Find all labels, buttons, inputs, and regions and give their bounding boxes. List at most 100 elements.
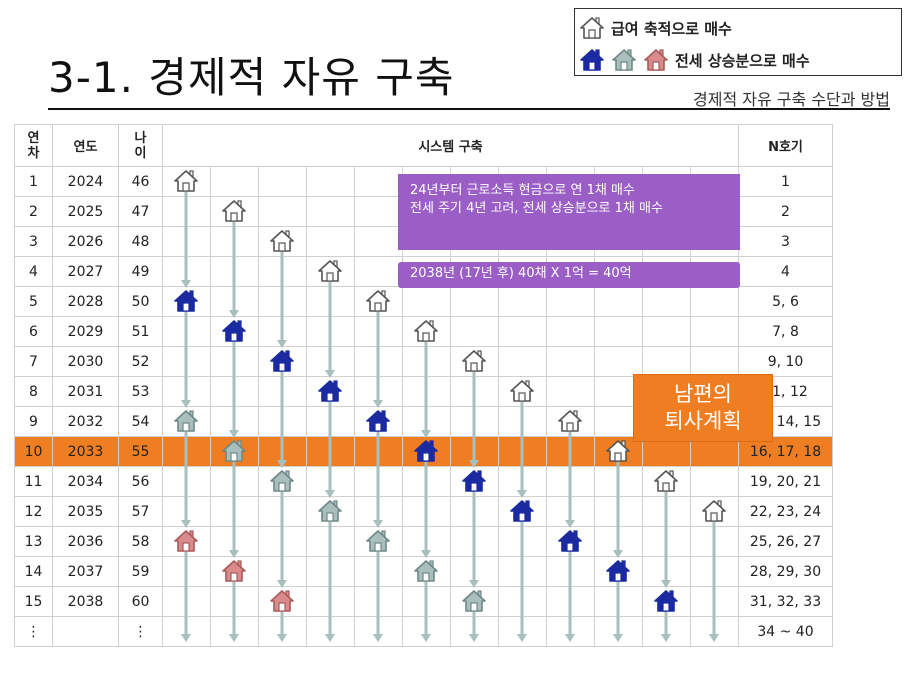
system-cell [306, 406, 355, 437]
row-year-index: 9 [14, 406, 53, 437]
system-cell [306, 616, 355, 647]
system-cell [210, 166, 259, 197]
row-age: 49 [118, 256, 163, 287]
system-cell [210, 406, 259, 437]
system-cell [306, 526, 355, 557]
system-cell [354, 346, 403, 377]
system-cell [210, 346, 259, 377]
system-cell [594, 346, 643, 377]
row-year-index: 4 [14, 256, 53, 287]
system-cell [258, 256, 307, 287]
system-cell [594, 316, 643, 347]
row-count: 25, 26, 27 [738, 526, 833, 557]
row-age: 52 [118, 346, 163, 377]
purchase-note-line1: 24년부터 근로소득 현금으로 연 1채 매수 [410, 183, 635, 198]
system-cell [258, 196, 307, 227]
system-cell [162, 526, 211, 557]
system-cell [402, 556, 451, 587]
row-year: 2035 [52, 496, 119, 527]
system-cell [306, 196, 355, 227]
blue-house-icon [579, 47, 605, 73]
table-row: 5 2028 50 5, 6 [14, 286, 833, 317]
system-cell [258, 436, 307, 467]
system-cell [162, 196, 211, 227]
row-age: 60 [118, 586, 163, 617]
system-cell [354, 496, 403, 527]
system-cell [210, 526, 259, 557]
row-age: 46 [118, 166, 163, 197]
row-count: 9, 10 [738, 346, 833, 377]
system-cell [354, 466, 403, 497]
system-cell [546, 496, 595, 527]
outline-house-icon [579, 15, 605, 41]
page-subtitle: 경제적 자유 구축 수단과 방법 [693, 90, 890, 109]
system-cell [642, 556, 691, 587]
system-cell [546, 316, 595, 347]
system-cell [594, 496, 643, 527]
system-cell [498, 286, 547, 317]
system-cell [306, 586, 355, 617]
legend-box: 급여 축적으로 매수 전세 상승분으로 매수 [574, 8, 902, 76]
system-cell [354, 406, 403, 437]
system-cell [162, 286, 211, 317]
system-cell [498, 346, 547, 377]
table-row: 7 2030 52 9, 10 [14, 346, 833, 377]
system-cell [210, 466, 259, 497]
system-cell [642, 496, 691, 527]
table-row: 11 2034 56 19, 20, 21 [14, 466, 833, 497]
system-cell [690, 286, 739, 317]
system-cell [258, 406, 307, 437]
row-count: 28, 29, 30 [738, 556, 833, 587]
system-cell [210, 616, 259, 647]
system-cell [306, 346, 355, 377]
system-cell [498, 316, 547, 347]
table-row: 6 2029 51 7, 8 [14, 316, 833, 347]
row-year: 2033 [52, 436, 119, 467]
row-year-index: 11 [14, 466, 53, 497]
system-cell [306, 466, 355, 497]
row-year: 2027 [52, 256, 119, 287]
system-cell [546, 556, 595, 587]
system-cell [306, 166, 355, 197]
system-cell [258, 586, 307, 617]
system-cell [258, 316, 307, 347]
system-cell [594, 586, 643, 617]
system-cell [162, 376, 211, 407]
system-cell [546, 286, 595, 317]
system-cell [402, 616, 451, 647]
system-cell [546, 466, 595, 497]
system-cell [354, 616, 403, 647]
system-cell [258, 556, 307, 587]
row-year-index: 15 [14, 586, 53, 617]
legend-deposit-label: 전세 상승분으로 매수 [675, 51, 810, 70]
system-cell [162, 616, 211, 647]
row-year: 2026 [52, 226, 119, 257]
row-year-index: 5 [14, 286, 53, 317]
system-cell [642, 466, 691, 497]
system-cell [210, 226, 259, 257]
system-cell [162, 256, 211, 287]
row-year: 2037 [52, 556, 119, 587]
system-cell [306, 286, 355, 317]
row-count: 34 ~ 40 [738, 616, 833, 647]
row-year: 2029 [52, 316, 119, 347]
system-cell [162, 586, 211, 617]
row-year: 2032 [52, 406, 119, 437]
system-cell [450, 346, 499, 377]
row-year-index: 12 [14, 496, 53, 527]
row-year: 2034 [52, 466, 119, 497]
system-cell [402, 466, 451, 497]
system-cell [402, 436, 451, 467]
system-cell [450, 376, 499, 407]
header-count: N호기 [738, 124, 833, 167]
page-title: 3-1. 경제적 자유 구축 [48, 53, 455, 102]
system-cell [258, 226, 307, 257]
row-year-index: ⋮ [14, 616, 53, 647]
header-system: 시스템 구축 [162, 124, 739, 167]
system-cell [546, 586, 595, 617]
system-cell [258, 526, 307, 557]
row-count: 3 [738, 226, 833, 257]
system-cell [162, 496, 211, 527]
retirement-plan-box: 남편의 퇴사계획 [633, 374, 773, 442]
row-age: ⋮ [118, 616, 163, 647]
